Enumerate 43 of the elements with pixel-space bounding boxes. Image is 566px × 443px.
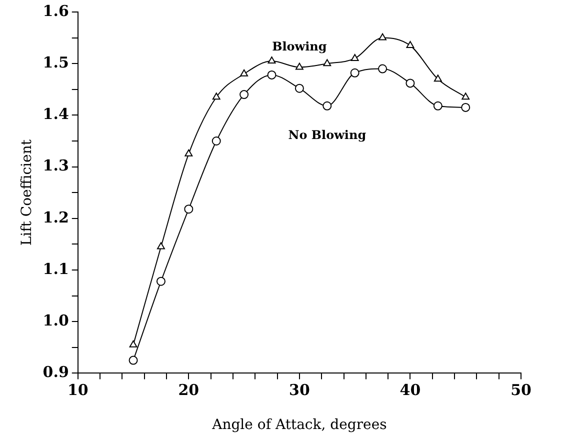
y-tick-label: 1.4	[42, 105, 69, 124]
y-tick-label: 0.9	[42, 363, 69, 382]
point	[461, 102, 470, 112]
y-tick-label: 1.2	[42, 208, 69, 226]
point	[378, 64, 388, 74]
series-label: Blowing	[272, 39, 328, 54]
point	[129, 340, 138, 348]
point	[268, 56, 276, 64]
y-tick-label: 1.6	[42, 2, 69, 20]
x-axis-title: Angle of Attack, degrees	[211, 417, 387, 434]
x-tick-label: 20	[178, 381, 200, 400]
point	[406, 41, 414, 48]
point	[433, 101, 442, 110]
x-tick-label: 50	[510, 381, 532, 400]
point	[157, 242, 165, 250]
y-tick-label: 1.0	[42, 311, 69, 330]
point	[294, 84, 304, 93]
point	[350, 54, 359, 61]
point	[212, 136, 221, 146]
point	[156, 276, 166, 286]
x-tick-label: 30	[289, 381, 310, 400]
point	[378, 33, 386, 40]
point	[322, 101, 332, 110]
point	[212, 92, 220, 100]
point	[128, 356, 138, 365]
text: No Blowing	[288, 128, 367, 142]
y-tick-label: 1.5	[42, 53, 69, 72]
y-tick-label: 1.3	[42, 156, 69, 175]
x-tick-label: 10	[67, 381, 88, 400]
y-axis-title: Lift Coefficient	[19, 139, 36, 246]
point	[267, 70, 276, 80]
point	[406, 78, 415, 88]
point	[240, 69, 248, 76]
point	[350, 68, 360, 78]
point	[295, 62, 304, 70]
point	[323, 59, 332, 66]
y-tick-label: 1.1	[42, 260, 69, 278]
point	[434, 74, 442, 82]
x-tick-label: 40	[400, 381, 421, 400]
point	[184, 149, 193, 156]
point	[240, 90, 249, 100]
point	[462, 92, 470, 100]
point	[184, 204, 194, 214]
